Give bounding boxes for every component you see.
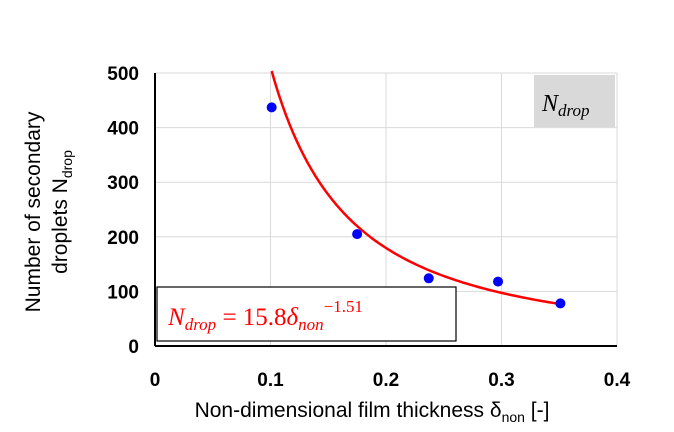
y-axis-label-line2-main: droplets N: [49, 178, 72, 274]
annotation-main: N: [541, 91, 560, 117]
eq-lhs-sub: drop: [185, 315, 217, 334]
fit-curve: [270, 70, 561, 306]
data-point: [423, 273, 434, 284]
eq-var-main: δ: [287, 304, 299, 331]
x-tick-label: 0.1: [257, 370, 284, 391]
y-axis-label-line2: droplets Ndrop: [49, 150, 75, 274]
x-axis-label: Non-dimensional film thickness δnon [-]: [195, 399, 550, 425]
y-tick-label: 0: [128, 337, 139, 358]
x-axis-label-suffix: [-]: [525, 399, 550, 422]
annotation-sub: drop: [558, 101, 590, 120]
annotation-label: Ndrop: [541, 91, 590, 120]
x-tick-label: 0.2: [373, 370, 399, 391]
data-point: [493, 276, 504, 287]
data-point: [352, 229, 363, 240]
x-tick-label: 0.4: [604, 370, 631, 391]
x-axis-label-main: Non-dimensional film thickness δ: [195, 399, 502, 422]
x-tick-label: 0.3: [488, 370, 514, 391]
x-axis-label-sub: non: [502, 409, 525, 425]
eq-var-sub: non: [298, 315, 324, 334]
eq-coef: = 15.8: [216, 304, 286, 331]
data-point: [266, 102, 277, 113]
y-tick-label: 400: [107, 119, 139, 140]
y-axis-label-line1: Number of secondary: [22, 111, 45, 312]
y-tick-label: 500: [107, 64, 139, 85]
y-tick-labels: 0 100 200 300 400 500: [107, 64, 139, 358]
fit-equation: Ndrop = 15.8δnon−1.51: [167, 297, 363, 334]
eq-lhs-main: N: [167, 304, 186, 331]
data-points: [266, 102, 566, 309]
y-axis-label-line2-sub: drop: [59, 150, 75, 178]
y-tick-label: 200: [107, 228, 139, 249]
x-tick-labels: 0 0.1 0.2 0.3 0.4: [150, 370, 631, 391]
eq-exponent: −1.51: [324, 297, 363, 316]
y-tick-label: 100: [107, 282, 139, 303]
x-tick-label: 0: [150, 370, 161, 391]
data-point: [555, 298, 566, 309]
equation-box: [156, 286, 457, 342]
y-tick-label: 300: [107, 173, 139, 194]
annotation-box: [534, 75, 615, 127]
